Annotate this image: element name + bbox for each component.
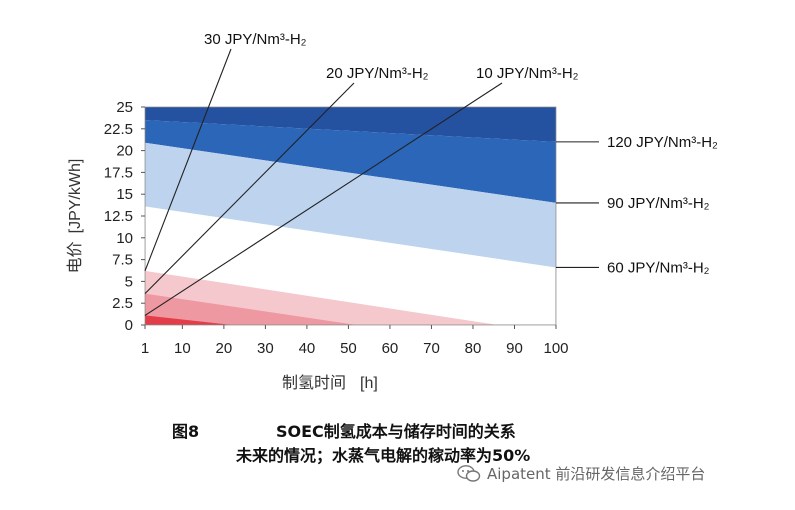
- x-tick-label: 100: [543, 340, 568, 357]
- x-tick-label: 90: [506, 340, 523, 357]
- x-tick-label: 80: [465, 340, 482, 357]
- band-60-90: [145, 142, 556, 268]
- callout-line: [144, 82, 503, 316]
- y-tick-label: 17.5: [104, 164, 133, 181]
- y-tick-label: 5: [125, 273, 133, 290]
- callout-line: [144, 48, 232, 272]
- band-90-120: [145, 120, 556, 203]
- y-tick-label: 15: [116, 186, 133, 203]
- cost-bands: [145, 107, 556, 325]
- x-axis-title: 制氢时间 [h]: [282, 374, 378, 392]
- y-tick-label: 12.5: [104, 208, 133, 225]
- contour-label: 10 JPY/Nm³-H₂: [476, 65, 579, 82]
- x-axis-ticks: 1 10 20 30 40 50 60 70 80 90 100: [141, 325, 569, 357]
- y-tick-label: 7.5: [112, 252, 133, 269]
- y-tick-label: 10: [116, 230, 133, 247]
- y-axis-label: 电价: [66, 241, 84, 273]
- callout-lines: [144, 48, 599, 316]
- x-tick-label: 10: [174, 340, 191, 357]
- x-tick-label: 30: [257, 340, 274, 357]
- contour-label: 60 JPY/Nm³-H₂: [607, 259, 710, 276]
- y-axis-unit: [JPY/kWh]: [67, 159, 84, 234]
- band-above-120: [145, 107, 556, 142]
- contour-label: 20 JPY/Nm³-H₂: [326, 65, 429, 82]
- watermark: Aipatent 前沿研发信息介绍平台: [457, 463, 705, 484]
- x-tick-label: 60: [382, 340, 399, 357]
- figure-number: 图8: [172, 422, 200, 441]
- contour-label: 90 JPY/Nm³-H₂: [607, 195, 710, 212]
- x-axis-unit: [h]: [360, 375, 378, 392]
- y-tick-label: 22.5: [104, 121, 133, 138]
- x-tick-label: 1: [141, 340, 149, 357]
- band-below-10: [145, 315, 233, 325]
- y-tick-label: 2.5: [112, 295, 133, 312]
- watermark-text: Aipatent 前沿研发信息介绍平台: [487, 465, 706, 483]
- x-axis-label: 制氢时间: [282, 374, 346, 392]
- contour-label: 30 JPY/Nm³-H₂: [204, 31, 307, 48]
- y-axis-ticks: 0 2.5 5 7.5 10 12.5 15 17.5 20 22.5 25: [104, 99, 145, 334]
- y-tick-label: 25: [116, 99, 133, 116]
- band-10-20: [145, 293, 357, 325]
- x-tick-label: 70: [423, 340, 440, 357]
- x-tick-label: 50: [340, 340, 357, 357]
- contour-labels: 30 JPY/Nm³-H₂ 20 JPY/Nm³-H₂ 10 JPY/Nm³-H₂ 1…: [204, 31, 718, 276]
- y-tick-label: 0: [125, 317, 133, 334]
- callout-line: [144, 82, 355, 294]
- x-tick-label: 20: [216, 340, 233, 357]
- caption-line-1: SOEC制氢成本与储存时间的关系: [276, 422, 516, 441]
- y-axis-title: 电价 [JPY/kWh]: [66, 159, 84, 274]
- cost-storage-chart: 0 2.5 5 7.5 10 12.5 15 17.5 20 22.5 25 1 10 20 30 40 50…: [66, 31, 718, 392]
- contour-label: 120 JPY/Nm³-H₂: [607, 134, 718, 151]
- y-tick-label: 20: [116, 143, 133, 160]
- x-tick-label: 40: [299, 340, 316, 357]
- caption-line-2: 未来的情况；水蒸气电解的稼动率为50%: [236, 446, 531, 465]
- wechat-icon: [457, 464, 481, 482]
